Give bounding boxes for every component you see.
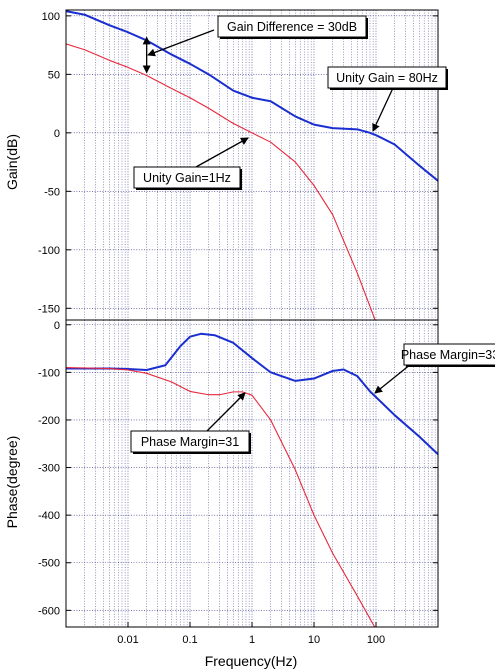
annotation-box <box>403 343 495 366</box>
annotation-arrow <box>147 29 215 57</box>
annotation-box <box>133 166 241 189</box>
y-tick-label: -50 <box>44 186 60 198</box>
frame-layer <box>65 9 439 628</box>
annotation-callout: Gain Difference = 30dB <box>147 15 368 57</box>
y-tick-label: 0 <box>54 128 60 140</box>
annotation-arrow <box>372 87 394 132</box>
annotation-box <box>130 430 250 453</box>
annotation-arrow <box>195 137 249 168</box>
x-tick-label: 1 <box>249 634 255 646</box>
y-tick-label: -600 <box>38 605 60 617</box>
annotation-box <box>217 15 367 38</box>
y-tick-label: -400 <box>38 510 60 522</box>
annotation-box <box>327 66 447 89</box>
phase-series-line-blue <box>66 332 438 455</box>
x-tick-label: 0.01 <box>117 634 138 646</box>
annotation-callout: Unity Gain = 80Hz <box>327 66 448 132</box>
annotation-label: Unity Gain = 80Hz <box>336 71 438 85</box>
tick-layer: 100 50 0 -50 -100 -150 0 -100 -200 -300 -400 -500 -6… <box>38 11 438 646</box>
annotation-label: Gain Difference = 30dB <box>227 20 357 34</box>
x-tick-label: 10 <box>308 634 320 646</box>
phase-series-line-red <box>66 367 376 627</box>
gain-series-line-blue <box>66 10 438 182</box>
gain-series-line-red <box>66 43 376 320</box>
x-axis-title: Frequency(Hz) <box>205 653 298 669</box>
y-axis-title-phase: Phase(degree) <box>4 436 20 529</box>
y-tick-label: -500 <box>38 558 60 570</box>
y-tick-label: -100 <box>38 367 60 379</box>
annotation-label: Phase Margin=33 <box>401 348 495 362</box>
x-tick-label: 100 <box>367 634 385 646</box>
annotation-arrow <box>206 392 246 432</box>
y-tick-label: 0 <box>54 320 60 332</box>
series-layer <box>66 10 438 627</box>
y-tick-label: -100 <box>38 245 60 257</box>
y-tick-label: -150 <box>38 303 60 315</box>
annotation-arrow <box>374 363 412 394</box>
grid-layer <box>66 10 438 627</box>
y-tick-label: -200 <box>38 415 60 427</box>
annotation-callout: Unity Gain=1Hz <box>133 137 249 190</box>
y-tick-label: 100 <box>42 11 60 23</box>
y-axis-title-gain: Gain(dB) <box>4 134 20 190</box>
annotation-layer: Gain Difference = 30dB Unity Gain = 80Hz U… <box>130 15 495 454</box>
annotation-callout: Phase Margin=33 <box>374 343 495 394</box>
annotation-callout: Phase Margin=31 <box>130 392 251 454</box>
annotation-label: Phase Margin=31 <box>141 435 239 449</box>
y-tick-label: 50 <box>48 69 60 81</box>
x-tick-label: 0.1 <box>182 634 197 646</box>
y-tick-label: -300 <box>38 463 60 475</box>
annotation-label: Unity Gain=1Hz <box>143 171 231 185</box>
